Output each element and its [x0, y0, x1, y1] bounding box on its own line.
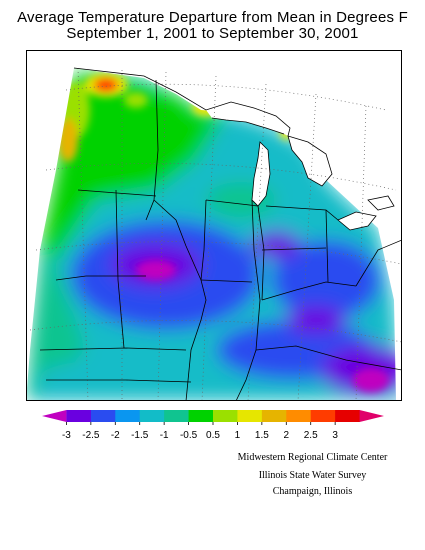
legend-tick-labels: -3 -2.5 -2 -1.5 -1 -0.5 0.5 1 1.5 2 2.5 3 [62, 422, 338, 441]
credit-location: Champaign, Illinois [272, 486, 353, 497]
legend-tick-label: -2 [111, 430, 120, 441]
legend-swatch [115, 410, 141, 422]
legend-swatch [139, 410, 165, 422]
temperature-departure-map [26, 50, 402, 401]
legend-swatch [66, 410, 92, 422]
legend-tick-label: -3 [62, 430, 71, 441]
credit-center: Midwestern Regional Climate Center [237, 452, 388, 463]
legend-swatch [90, 410, 116, 422]
map-title: Average Temperature Departure from Mean … [17, 9, 408, 26]
legend-tick-label: 2 [284, 430, 290, 441]
legend-swatch [237, 410, 263, 422]
legend-color-bar [42, 410, 384, 422]
legend-swatch [261, 410, 287, 422]
legend-tick-label: -0.5 [180, 430, 198, 441]
legend-swatch [335, 410, 360, 422]
legend-swatch [42, 410, 67, 422]
legend-swatch [310, 410, 336, 422]
temperature-field [26, 50, 402, 401]
legend-tick-label: -1.5 [131, 430, 149, 441]
legend-tick-label: 0.5 [206, 430, 220, 441]
legend-swatch [164, 410, 189, 422]
legend-swatch [188, 410, 214, 422]
legend-swatch [359, 410, 384, 422]
legend-tick-label: -2.5 [82, 430, 100, 441]
color-scale-legend: -3 -2.5 -2 -1.5 -1 -0.5 0.5 1 1.5 2 2.5 3 [42, 410, 384, 441]
graticule [29, 67, 402, 401]
map-date-range: September 1, 2001 to September 30, 2001 [66, 25, 359, 42]
legend-tick-label: 3 [332, 430, 338, 441]
legend-swatch [213, 410, 238, 422]
state-borders [39, 67, 402, 401]
legend-swatch [286, 410, 312, 422]
credit-survey: Illinois State Water Survey [258, 470, 367, 481]
legend-tick-label: 2.5 [304, 430, 318, 441]
legend-tick-label: 1.5 [255, 430, 269, 441]
legend-tick-label: -1 [160, 430, 169, 441]
legend-tick-label: 1 [235, 430, 241, 441]
